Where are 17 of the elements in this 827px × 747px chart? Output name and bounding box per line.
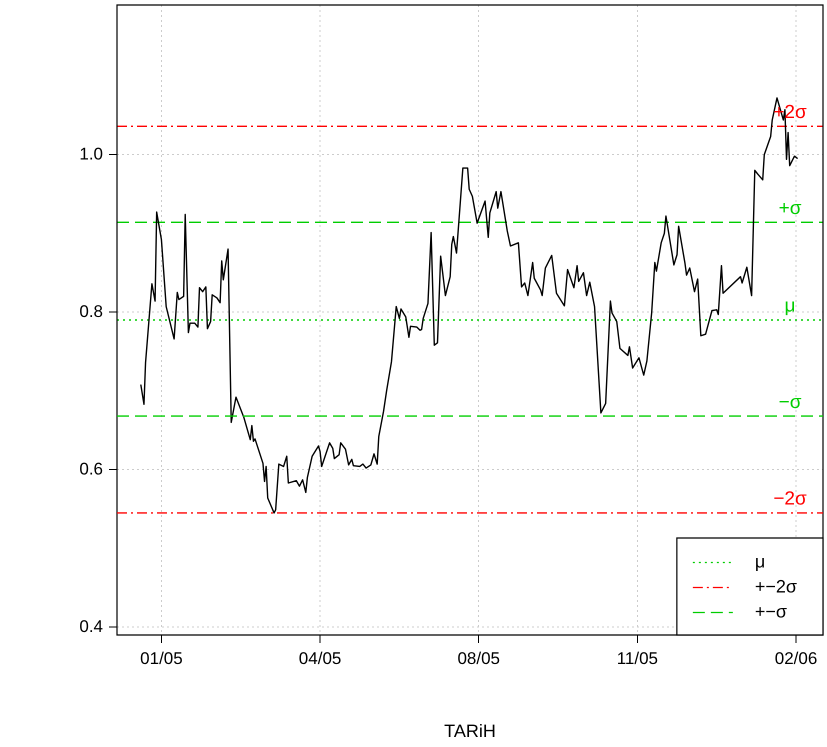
x-tick-label: 11/05 bbox=[616, 648, 658, 668]
x-tick-label: 04/05 bbox=[298, 648, 342, 668]
legend-label: +−2σ bbox=[754, 576, 798, 596]
y-tick-label: 0.6 bbox=[79, 459, 103, 478]
x-tick-label: 01/05 bbox=[140, 648, 183, 668]
ref-line-label: −σ bbox=[778, 392, 802, 413]
y-tick-label: 0.8 bbox=[79, 302, 103, 321]
annotation: +σ bbox=[778, 198, 802, 220]
y-tick-label: 1.0 bbox=[79, 144, 103, 164]
x-tick-label: 08/05 bbox=[457, 648, 500, 668]
legend-label: +−σ bbox=[754, 601, 787, 622]
x-axis-title: TARiH bbox=[444, 721, 496, 742]
annotation: μ bbox=[784, 296, 796, 317]
ref-line-label: −2σ bbox=[773, 488, 807, 510]
legend-label: μ bbox=[754, 551, 766, 572]
x-tick-label: 02/06 bbox=[774, 648, 818, 668]
y-tick-label: 0.4 bbox=[79, 616, 103, 636]
